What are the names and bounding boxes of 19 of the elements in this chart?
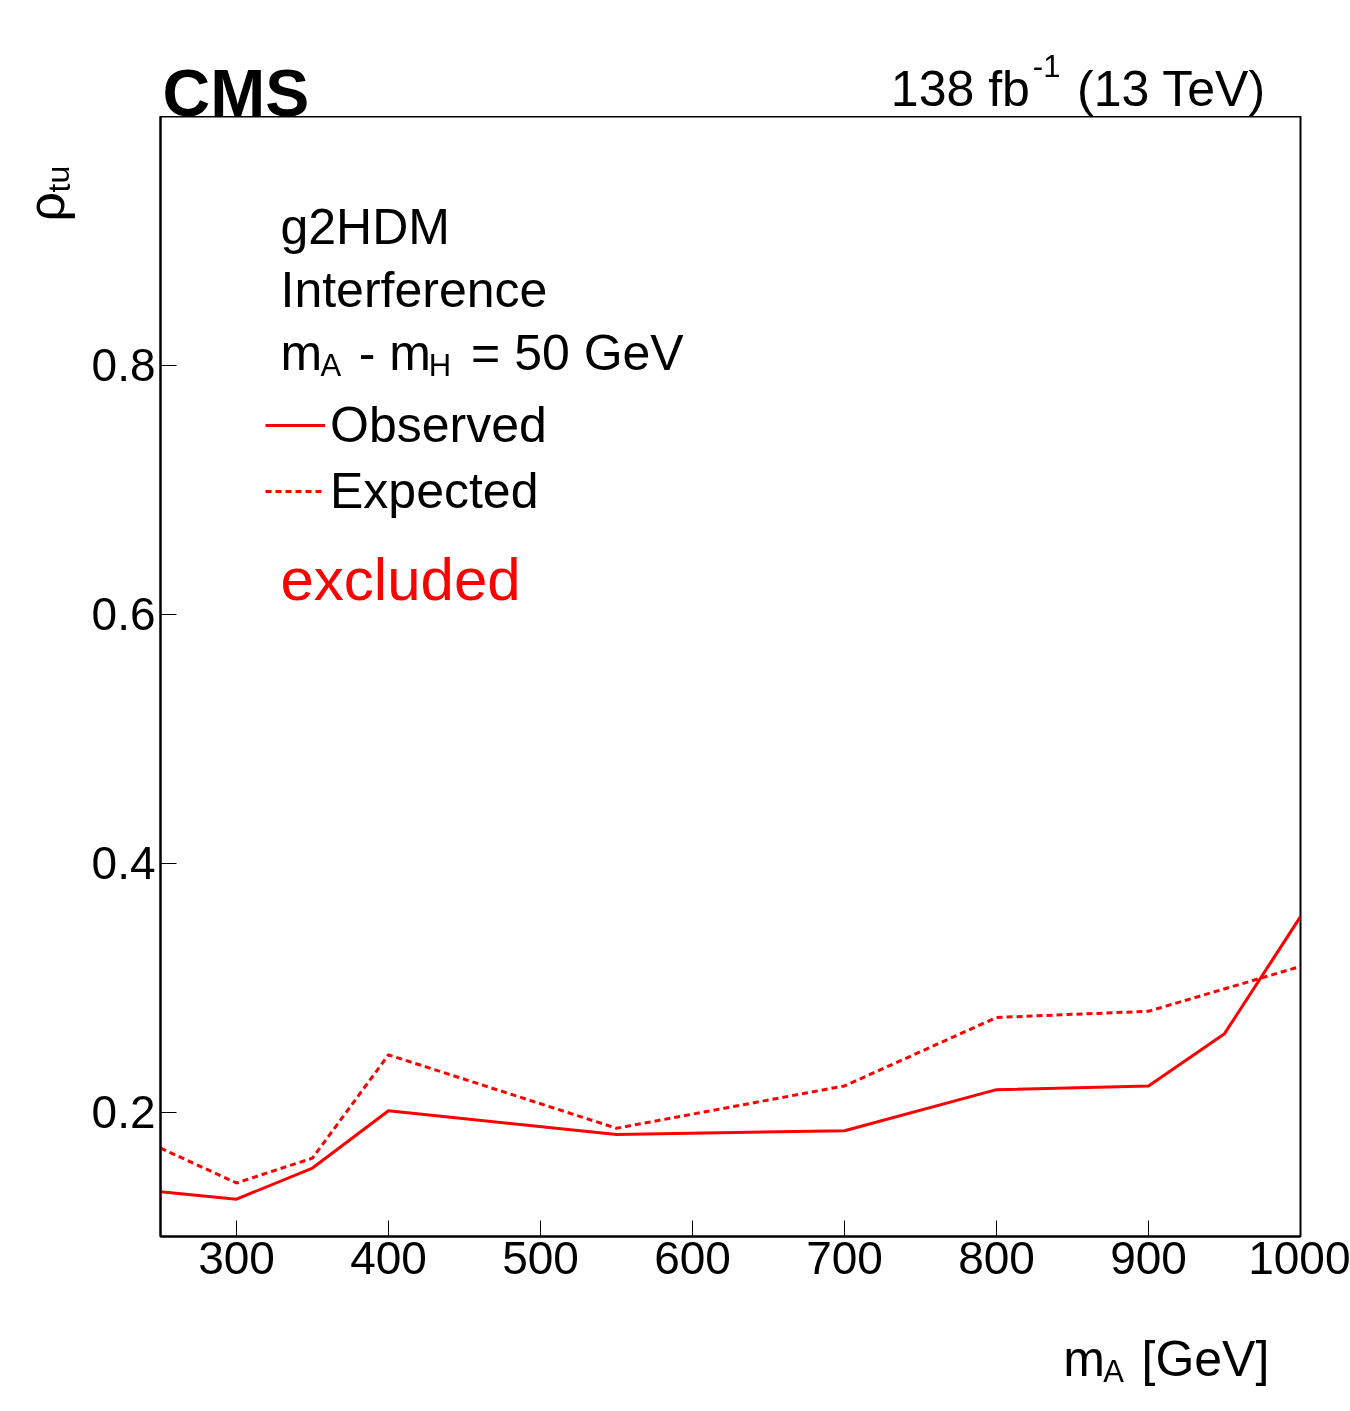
annotation: excluded: [280, 546, 521, 613]
y-tick-label: 0.6: [91, 588, 156, 641]
legend-label: Observed: [330, 396, 547, 454]
legend-label: Expected: [330, 462, 539, 520]
annotation: Interference: [280, 261, 548, 318]
x-tick-label: 300: [198, 1231, 275, 1284]
x-tick-label: 400: [350, 1231, 427, 1284]
y-axis-title: ρtu: [16, 165, 77, 222]
x-tick-label: 900: [1110, 1231, 1187, 1284]
y-tick-label: 0.8: [91, 339, 156, 392]
x-tick-label: 500: [502, 1231, 579, 1284]
annotation: g2HDM: [280, 198, 450, 255]
y-tick-label: 0.2: [91, 1086, 156, 1139]
y-tick-label: 0.4: [91, 837, 156, 890]
x-tick-label: 700: [806, 1231, 883, 1284]
x-tick-label: 600: [654, 1231, 731, 1284]
chart-title: CMS: [162, 55, 310, 130]
x-tick-label: 800: [958, 1231, 1035, 1284]
x-tick-label: 1000: [1248, 1231, 1350, 1284]
